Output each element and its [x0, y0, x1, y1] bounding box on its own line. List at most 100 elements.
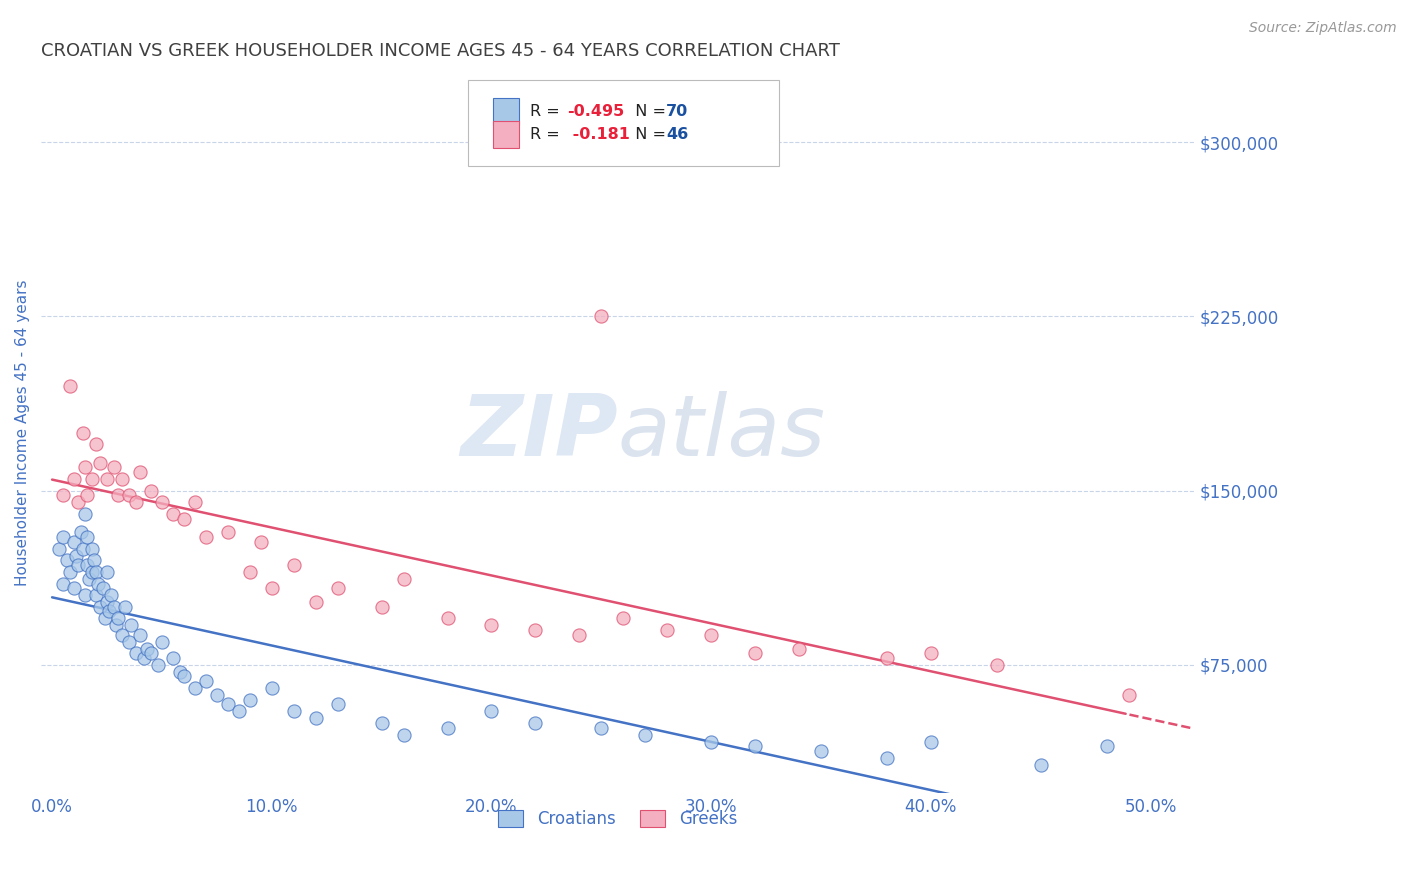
Point: [392, 728, 415, 742]
Point: [73, 460, 96, 475]
Point: [283, 558, 305, 572]
Point: [139, 646, 162, 660]
Point: [305, 711, 328, 725]
Point: [249, 534, 271, 549]
Point: [87, 576, 110, 591]
Point: [205, 688, 228, 702]
Point: [76, 530, 98, 544]
Point: [83, 553, 105, 567]
Point: [370, 715, 392, 730]
Point: [103, 460, 125, 475]
Y-axis label: Householder Income Ages 45 - 64 years: Householder Income Ages 45 - 64 years: [15, 279, 30, 586]
Point: [69, 525, 91, 540]
Point: [283, 704, 305, 718]
Point: [591, 310, 613, 324]
Text: 70: 70: [666, 103, 689, 119]
Point: [481, 618, 503, 632]
Point: [59, 565, 82, 579]
Point: [370, 599, 392, 614]
Point: [80, 541, 103, 556]
Point: [184, 495, 207, 509]
Point: [139, 483, 162, 498]
Point: [103, 599, 125, 614]
Point: [194, 530, 217, 544]
Text: ZIP: ZIP: [460, 391, 617, 474]
Legend: Croatians, Greeks: Croatians, Greeks: [492, 803, 744, 835]
Point: [124, 646, 146, 660]
Point: [118, 488, 141, 502]
Point: [524, 715, 547, 730]
Point: [239, 692, 262, 706]
Point: [217, 698, 239, 712]
Point: [744, 739, 766, 754]
Text: atlas: atlas: [617, 391, 825, 474]
Text: 46: 46: [666, 127, 689, 142]
Point: [150, 634, 173, 648]
Point: [107, 488, 129, 502]
Point: [612, 611, 634, 625]
FancyBboxPatch shape: [468, 79, 779, 166]
Point: [173, 669, 195, 683]
Point: [111, 472, 134, 486]
Point: [89, 456, 111, 470]
Point: [876, 751, 898, 765]
Point: [59, 379, 82, 393]
Point: [76, 558, 98, 572]
Point: [63, 534, 86, 549]
Point: [73, 588, 96, 602]
Text: N =: N =: [624, 127, 671, 142]
Point: [94, 611, 117, 625]
Point: [67, 495, 90, 509]
Point: [63, 472, 86, 486]
Point: [76, 488, 98, 502]
Point: [239, 565, 262, 579]
Point: [56, 553, 79, 567]
Bar: [494, 120, 519, 148]
Point: [104, 618, 127, 632]
Point: [260, 581, 283, 595]
Text: N =: N =: [624, 103, 671, 119]
Point: [135, 641, 157, 656]
Point: [1095, 739, 1118, 754]
Point: [162, 507, 184, 521]
Point: [118, 634, 141, 648]
Point: [305, 595, 328, 609]
Point: [634, 728, 657, 742]
Point: [96, 595, 118, 609]
Point: [392, 572, 415, 586]
Text: R =: R =: [530, 127, 565, 142]
Point: [124, 495, 146, 509]
Point: [107, 611, 129, 625]
Point: [150, 495, 173, 509]
Point: [89, 599, 111, 614]
Point: [744, 646, 766, 660]
Point: [80, 565, 103, 579]
Point: [481, 704, 503, 718]
Point: [920, 734, 942, 748]
Point: [986, 657, 1008, 672]
Point: [80, 472, 103, 486]
Point: [810, 744, 832, 758]
Point: [1029, 757, 1052, 772]
Point: [96, 472, 118, 486]
Point: [79, 572, 101, 586]
Point: [326, 581, 349, 595]
Point: [100, 588, 122, 602]
Point: [129, 465, 152, 479]
Point: [787, 641, 810, 656]
Point: [169, 665, 191, 679]
Point: [217, 525, 239, 540]
Point: [52, 576, 75, 591]
Point: [52, 488, 75, 502]
Point: [657, 623, 679, 637]
Point: [184, 681, 207, 695]
Point: [436, 721, 458, 735]
Point: [700, 734, 723, 748]
Point: [84, 588, 107, 602]
Point: [84, 565, 107, 579]
Point: [65, 549, 87, 563]
Point: [73, 507, 96, 521]
Point: [111, 628, 134, 642]
Point: [326, 698, 349, 712]
Point: [568, 628, 591, 642]
